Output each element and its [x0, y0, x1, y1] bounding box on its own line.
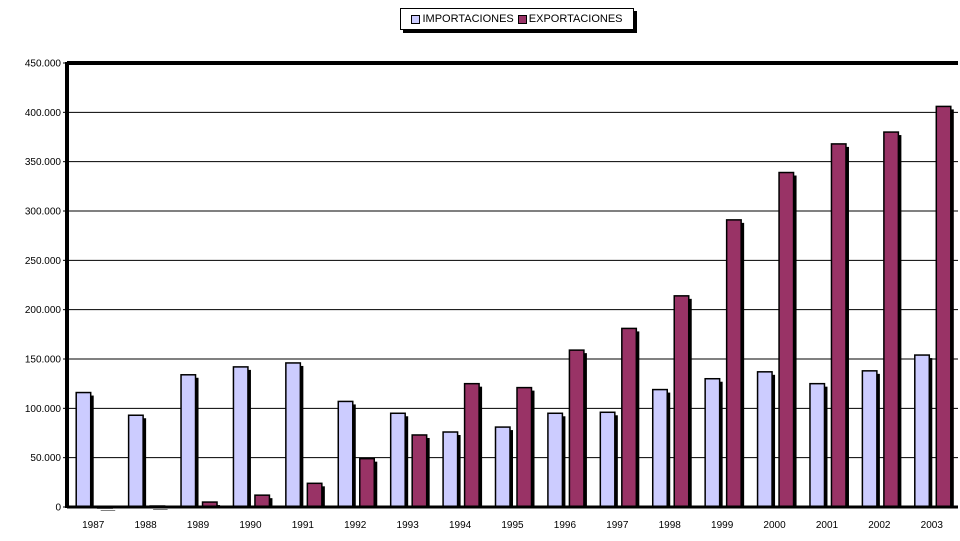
bar-exportaciones: [935, 105, 952, 508]
x-tick-label: 2003: [921, 520, 944, 531]
bar-importaciones: [337, 400, 354, 508]
legend-item-exportaciones: EXPORTACIONES: [517, 13, 623, 25]
bar-exportaciones: [411, 434, 428, 508]
x-tick-label: 1993: [397, 520, 420, 531]
bar-exportaciones: [673, 295, 690, 508]
bar-exportaciones: [568, 349, 585, 508]
x-tick-label: 1997: [606, 520, 629, 531]
y-tick-label: 400.000: [25, 108, 62, 119]
y-tick-label: 300.000: [25, 207, 62, 218]
bar-importaciones: [494, 426, 511, 508]
x-tick-label: 1998: [659, 520, 682, 531]
x-tick-label: 2001: [816, 520, 839, 531]
bar-importaciones: [914, 354, 931, 508]
bar-importaciones: [232, 366, 249, 508]
x-tick-label: 1991: [292, 520, 315, 531]
bar-shadow: [153, 509, 168, 510]
y-tick-label: 100.000: [25, 404, 62, 415]
y-tick-label: 200.000: [25, 305, 62, 316]
bar-exportaciones: [830, 143, 847, 508]
bar-importaciones: [809, 382, 826, 508]
y-tick-label: 450.000: [25, 59, 62, 70]
x-tick-label: 1994: [449, 520, 472, 531]
x-tick-label: 1992: [344, 520, 367, 531]
bar-exportaciones: [516, 386, 533, 508]
bar-exportaciones: [778, 171, 795, 508]
bar-exportaciones: [359, 457, 376, 508]
x-tick-label: 2000: [763, 520, 786, 531]
x-tick-label: 1989: [187, 520, 210, 531]
bar-exportaciones: [621, 327, 638, 508]
x-tick-label: 1996: [554, 520, 577, 531]
bar-exportaciones: [883, 131, 900, 508]
bar-shadow: [100, 510, 116, 511]
legend: IMPORTACIONES EXPORTACIONES: [400, 8, 634, 30]
x-tick-label: 1995: [501, 520, 524, 531]
x-tick-label: 1990: [239, 520, 262, 531]
x-tick-label: 2002: [868, 520, 891, 531]
bar-importaciones: [389, 412, 406, 508]
bar-importaciones: [75, 391, 92, 508]
y-tick-label: 250.000: [25, 256, 62, 267]
y-tick-label: 150.000: [25, 355, 62, 366]
bar-importaciones: [651, 388, 668, 508]
bar-importaciones: [180, 374, 197, 508]
bar-importaciones: [127, 414, 144, 508]
y-tick-label: 350.000: [25, 157, 62, 168]
x-tick-label: 1999: [711, 520, 734, 531]
bar-importaciones: [599, 411, 616, 508]
bar-exportaciones: [306, 482, 323, 508]
bar-importaciones: [756, 371, 773, 508]
bar-importaciones: [547, 412, 564, 508]
bar-importaciones: [704, 377, 721, 508]
legend-label-exportaciones: EXPORTACIONES: [528, 13, 623, 25]
legend-swatch-importaciones: [411, 14, 421, 24]
x-tick-label: 1988: [134, 520, 157, 531]
bar-importaciones: [285, 362, 302, 508]
bar-exportaciones: [463, 382, 480, 508]
bar-exportaciones: [254, 494, 271, 508]
y-tick-label: 0: [55, 503, 61, 514]
bar-exportaciones: [725, 219, 742, 508]
bar-importaciones: [861, 370, 878, 508]
legend-item-importaciones: IMPORTACIONES: [411, 13, 514, 25]
bar-importaciones: [442, 431, 459, 508]
legend-swatch-exportaciones: [517, 14, 527, 24]
legend-label-importaciones: IMPORTACIONES: [422, 13, 514, 25]
x-tick-label: 1987: [82, 520, 105, 531]
y-tick-label: 50.000: [30, 453, 61, 464]
